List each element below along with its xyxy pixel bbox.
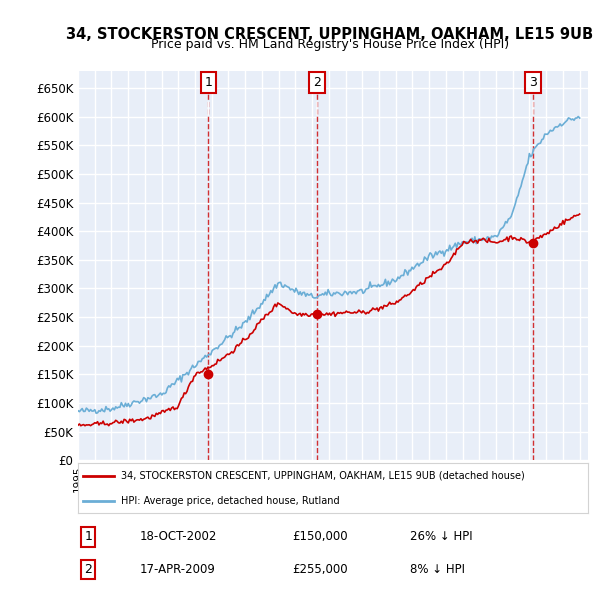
- Text: HPI: Average price, detached house, Rutland: HPI: Average price, detached house, Rutl…: [121, 496, 340, 506]
- Text: 34, STOCKERSTON CRESCENT, UPPINGHAM, OAKHAM, LE15 9UB: 34, STOCKERSTON CRESCENT, UPPINGHAM, OAK…: [67, 27, 593, 41]
- Text: 3: 3: [529, 76, 537, 88]
- Text: 8% ↓ HPI: 8% ↓ HPI: [409, 563, 464, 576]
- Text: 1: 1: [205, 76, 212, 88]
- Text: 2: 2: [84, 563, 92, 576]
- Text: 17-APR-2009: 17-APR-2009: [139, 563, 215, 576]
- Text: 26% ↓ HPI: 26% ↓ HPI: [409, 530, 472, 543]
- Text: Price paid vs. HM Land Registry's House Price Index (HPI): Price paid vs. HM Land Registry's House …: [151, 38, 509, 51]
- Text: 34, STOCKERSTON CRESCENT, UPPINGHAM, OAKHAM, LE15 9UB (detached house): 34, STOCKERSTON CRESCENT, UPPINGHAM, OAK…: [121, 471, 525, 481]
- Text: £255,000: £255,000: [292, 563, 348, 576]
- Text: 18-OCT-2002: 18-OCT-2002: [139, 530, 217, 543]
- Text: £150,000: £150,000: [292, 530, 348, 543]
- Text: 2: 2: [313, 76, 321, 88]
- Text: 1: 1: [84, 530, 92, 543]
